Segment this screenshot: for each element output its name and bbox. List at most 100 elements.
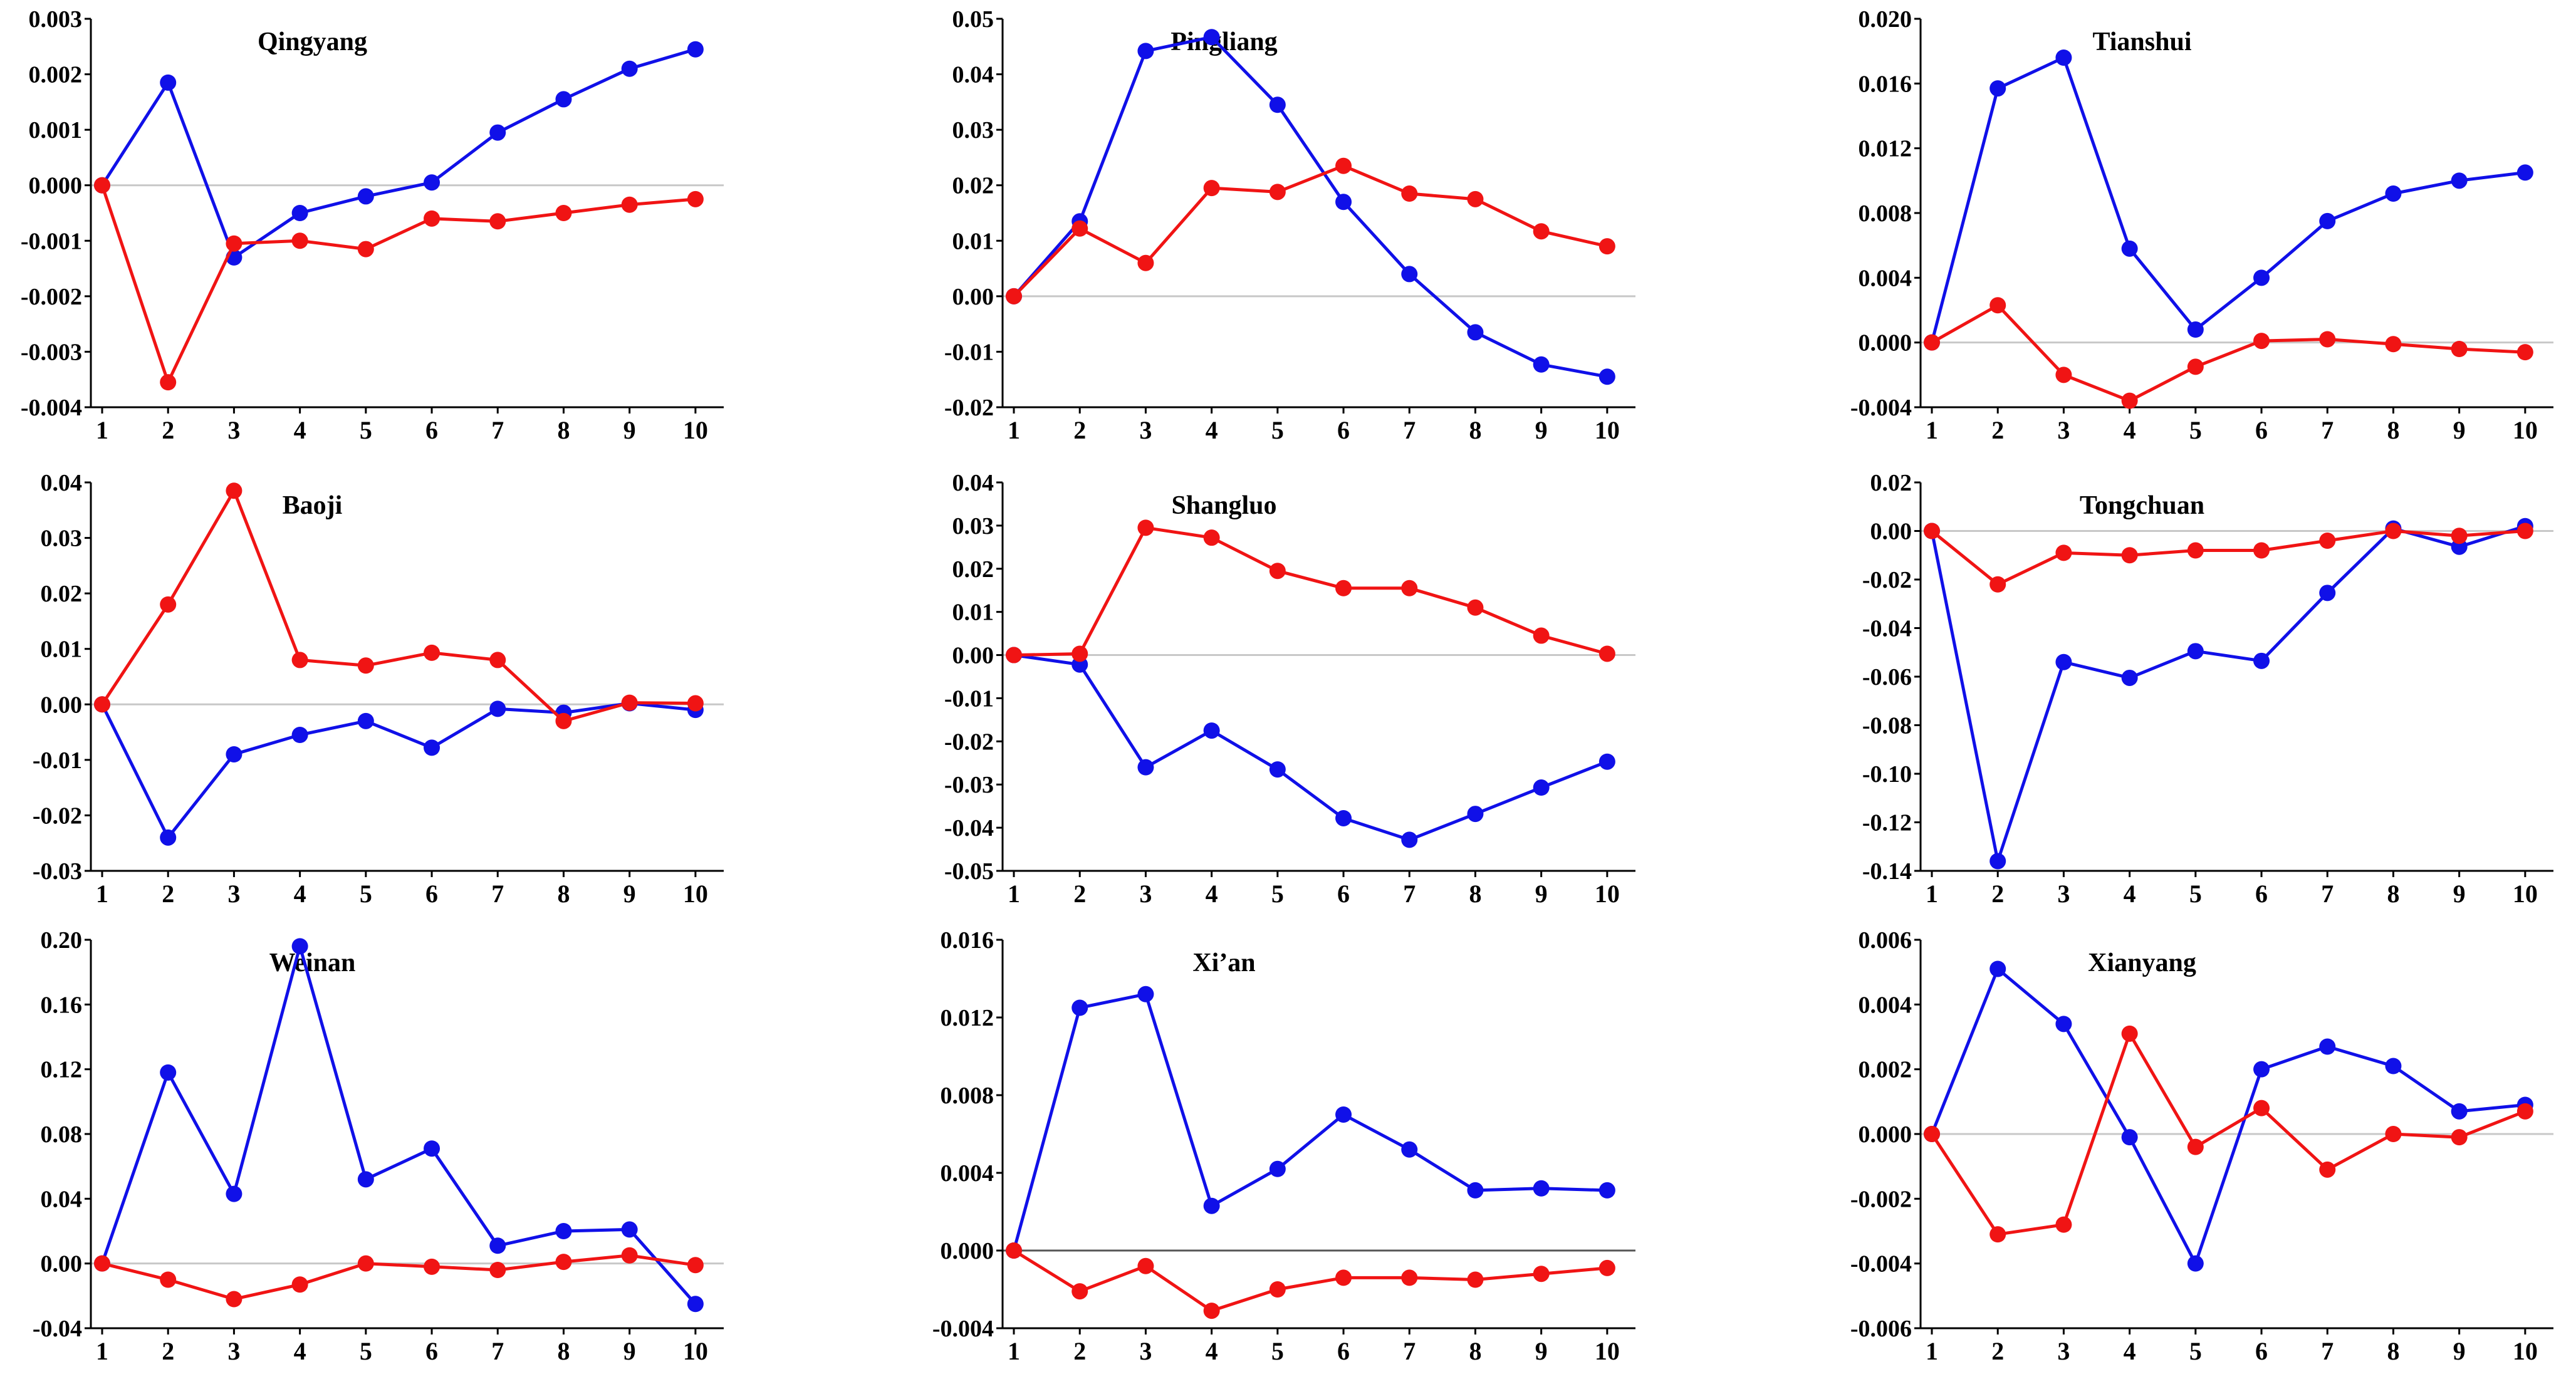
x-tick-label: 6	[2255, 416, 2268, 444]
series-line-blue	[100, 48, 696, 259]
data-point-red	[160, 1271, 177, 1288]
data-point-blue	[687, 41, 704, 58]
y-tick-label: 0.00	[41, 692, 83, 718]
series-line-blue	[1930, 56, 2526, 343]
data-point-blue	[621, 60, 638, 77]
chart-svg: 0.020 0.016 0.012 0.008 0.004 0.000 -0.004 1 2 3 4…	[1850, 6, 2553, 444]
x-tick-label: 10	[1595, 416, 1620, 444]
y-tick-label: -0.05	[944, 858, 994, 885]
y-tick-label: 0.12	[41, 1057, 83, 1083]
y-tick-label: -0.004	[932, 1316, 994, 1342]
data-point-red	[357, 241, 374, 258]
data-point-blue	[555, 91, 572, 108]
data-point-blue	[1335, 194, 1352, 211]
x-tick-label: 10	[1595, 1337, 1620, 1365]
data-point-red	[160, 374, 177, 391]
x-tick-label: 6	[425, 416, 438, 444]
data-point-red	[424, 1258, 441, 1275]
data-point-red	[2055, 544, 2072, 561]
y-tick-label: 0.02	[952, 556, 994, 583]
x-tick-label: 9	[623, 416, 636, 444]
data-point-red	[2516, 1103, 2533, 1120]
y-tick-label: -0.02	[944, 395, 994, 421]
series-line-blue	[1012, 992, 1607, 1251]
chart-svg: 0.003 0.002 0.001 0.000 -0.001 -0.002 -0.003 -0…	[21, 6, 724, 444]
data-point-blue	[1203, 29, 1220, 46]
y-tick-label: 0.02	[952, 173, 994, 199]
data-point-blue	[2385, 1058, 2402, 1074]
data-point-blue	[2187, 1255, 2204, 1272]
x-tick-label: 4	[1206, 416, 1218, 444]
x-tick-label: 7	[1403, 1337, 1416, 1365]
y-tick-label: -0.002	[1850, 1186, 1912, 1212]
data-point-red	[2451, 341, 2468, 357]
data-point-blue	[2319, 212, 2336, 229]
x-tick-label: 2	[1991, 880, 2004, 908]
data-point-red	[1989, 1226, 2006, 1243]
data-point-red	[1598, 238, 1615, 255]
data-point-red	[2319, 533, 2336, 549]
data-point-blue	[1467, 1182, 1484, 1199]
chart-panel-weinan: 0.20 0.16 0.12 0.08 0.04 0.00 -0.04 1 2 3 4 5 6 7 8 9 10…	[0, 921, 752, 1372]
x-tick-label: 1	[1008, 416, 1020, 444]
y-tick-label: 0.05	[952, 6, 994, 33]
data-point-blue	[1598, 1182, 1615, 1199]
data-point-blue	[2451, 172, 2468, 189]
data-point-red	[94, 177, 110, 194]
data-point-red	[357, 657, 374, 674]
data-point-blue	[160, 829, 177, 846]
y-tick-label: 0.00	[952, 643, 994, 669]
x-tick-label: 3	[1139, 416, 1152, 444]
x-tick-label: 3	[2057, 1337, 2070, 1365]
y-tick-label: -0.001	[21, 228, 82, 254]
x-tick-label: 8	[557, 1337, 570, 1365]
x-tick-label: 4	[2124, 416, 2136, 444]
data-point-red	[1401, 580, 1418, 596]
data-point-blue	[1269, 96, 1286, 113]
data-point-blue	[1203, 1197, 1220, 1214]
y-tick-label: -0.006	[1850, 1316, 1912, 1342]
data-point-red	[687, 695, 704, 712]
x-tick-label: 7	[491, 1337, 504, 1365]
chart-panel-qingyang: 0.003 0.002 0.001 0.000 -0.001 -0.002 -0.003 -0…	[0, 0, 752, 451]
data-point-blue	[1598, 753, 1615, 770]
data-point-blue	[2319, 1038, 2336, 1055]
data-point-red	[160, 596, 177, 613]
y-tick-label: 0.08	[41, 1121, 83, 1148]
series-line-red	[100, 184, 696, 384]
y-tick-label: 0.02	[1870, 470, 1912, 496]
y-tick-label: 0.004	[941, 1160, 994, 1187]
data-point-red	[2451, 1129, 2468, 1146]
data-point-blue	[621, 1221, 638, 1238]
data-point-red	[291, 232, 308, 249]
x-tick-label: 4	[294, 416, 306, 444]
x-tick-label: 7	[1403, 416, 1416, 444]
data-point-blue	[2121, 1129, 2138, 1146]
data-point-blue	[226, 746, 242, 762]
chart-svg: 0.006 0.004 0.002 0.000 -0.002 -0.004 -0.006 1 2…	[1850, 927, 2553, 1365]
data-point-blue	[357, 712, 374, 729]
x-tick-label: 6	[1337, 416, 1350, 444]
chart-title: Weinan	[269, 949, 356, 977]
x-tick-label: 8	[1469, 416, 1481, 444]
chart-panel-baoji: 0.04 0.03 0.02 0.01 0.00 -0.01 -0.02 -0.03 1 2 3 4 5…	[0, 464, 752, 915]
series-line-red	[1931, 303, 2526, 403]
y-tick-label: 0.20	[41, 927, 83, 954]
y-tick-label: 0.012	[1859, 136, 1912, 162]
x-tick-label: 10	[2513, 880, 2538, 908]
data-point-blue	[1401, 266, 1418, 283]
data-point-blue	[1137, 986, 1154, 1002]
data-point-red	[555, 712, 572, 729]
data-point-blue	[1203, 722, 1220, 739]
x-tick-label: 10	[683, 880, 708, 908]
data-point-red	[1989, 297, 2006, 314]
data-point-red	[1924, 523, 1940, 539]
y-tick-label: 0.016	[1859, 71, 1912, 97]
data-point-red	[2187, 542, 2204, 559]
y-tick-label: -0.02	[1862, 567, 1912, 593]
x-tick-label: 8	[1469, 1337, 1481, 1365]
data-point-red	[1203, 180, 1220, 197]
y-tick-label: -0.01	[944, 685, 994, 712]
chart-svg: 0.05 0.04 0.03 0.02 0.01 0.00 -0.01 -0.02 1 2 3 4 5 6…	[944, 6, 1635, 444]
chart-svg: 0.02 0.00 -0.02 -0.04 -0.06 -0.08 -0.10 -0.12 -0…	[1862, 470, 2553, 908]
